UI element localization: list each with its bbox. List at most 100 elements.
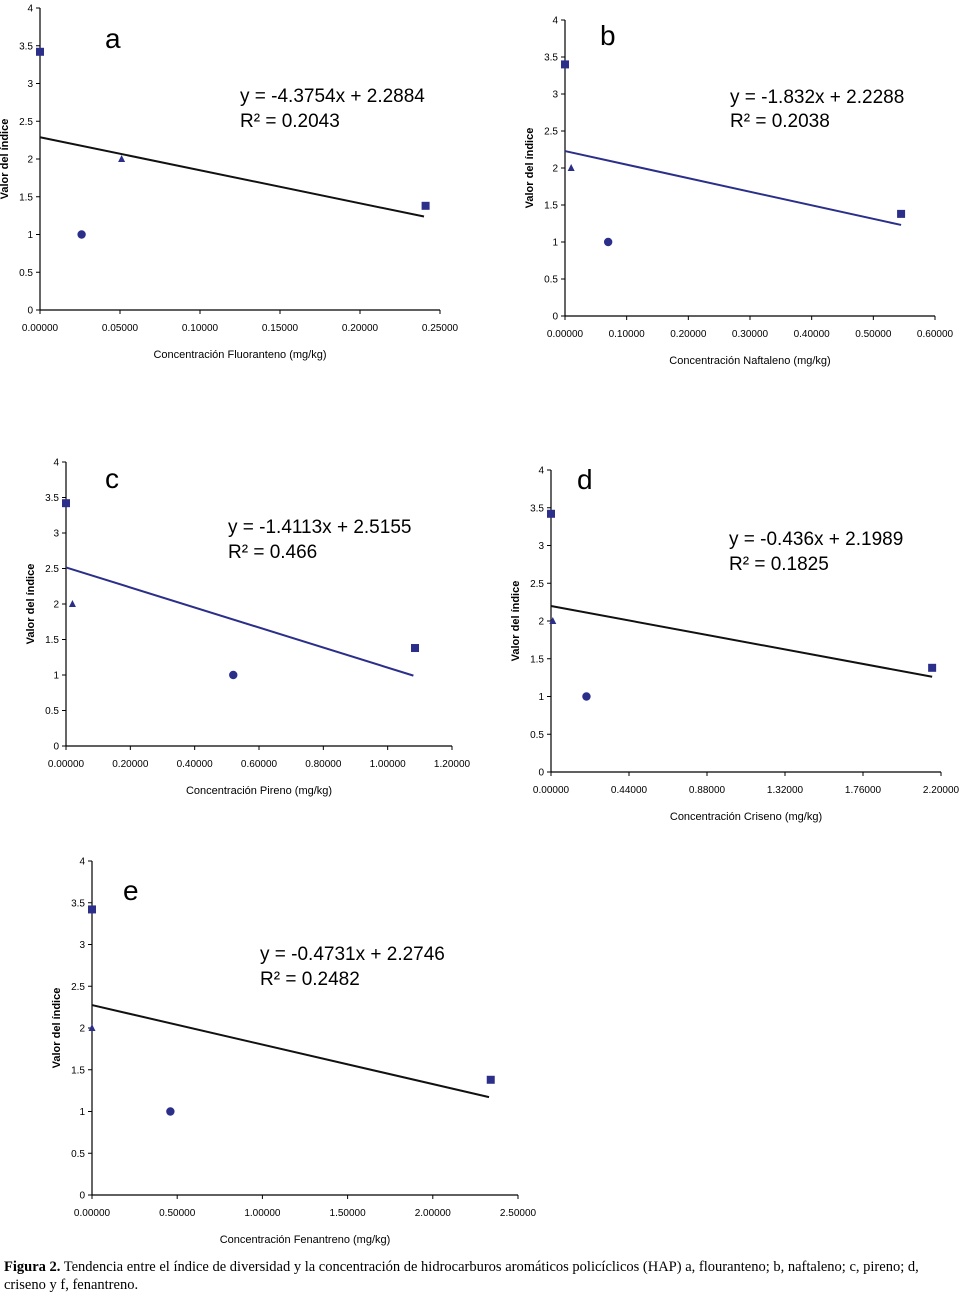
- y-tick-label: 2.5: [19, 117, 33, 128]
- x-tick-label: 2.00000: [415, 1208, 452, 1219]
- x-tick-label: 0.05000: [102, 323, 139, 334]
- y-tick-label: 3: [53, 529, 59, 540]
- y-tick-label: 0.5: [45, 706, 59, 717]
- data-point-triangle: [68, 600, 76, 607]
- data-point-square: [36, 47, 44, 56]
- data-point-circle: [229, 670, 238, 680]
- y-tick-label: 1: [79, 1107, 85, 1118]
- panel-letter: a: [105, 23, 121, 54]
- y-tick-label: 1.5: [71, 1065, 85, 1076]
- data-point-circle: [166, 1107, 175, 1116]
- r-squared-value: R² = 0.2043: [240, 111, 340, 132]
- trendline: [550, 604, 933, 678]
- chart-panel-d: 0 0.5 1 1.5 2 2.5 3 3.5 4 0.00000 0.44000 0.88000 1.…: [505, 460, 960, 823]
- y-axis-title: Valor del índice: [524, 128, 536, 209]
- chart-panel-e: 0 0.5 1 1.5 2 2.5 3 3.5 4 0.00000 0.50000 1.00000 1.…: [40, 850, 540, 1247]
- x-tick-label: 0.20000: [342, 323, 379, 334]
- data-point-triangle: [118, 155, 126, 162]
- chart-a-svg: 0 0.5 1 1.5 2 2.5 3 3.5 4 0.00000 0.05000 0.10000 0.…: [0, 4, 459, 362]
- y-tick-label: 3: [79, 940, 85, 951]
- y-tick-label: 2: [79, 1024, 85, 1035]
- x-tick-label: 0.88000: [689, 785, 726, 796]
- y-tick-label: 0.5: [71, 1149, 85, 1160]
- x-tick-label: 0.44000: [611, 785, 648, 796]
- trendline: [564, 150, 902, 226]
- r-squared-value: R² = 0.1825: [729, 554, 829, 575]
- y-tick-label: 3: [538, 541, 544, 552]
- y-tick-label: 1.5: [530, 654, 544, 665]
- data-point-square: [62, 499, 70, 508]
- x-tick-label: 0.60000: [241, 759, 278, 770]
- x-tick-label: 1.00000: [370, 759, 407, 770]
- chart-d-svg: 0 0.5 1 1.5 2 2.5 3 3.5 4 0.00000 0.44000 0.88000 1.…: [510, 464, 960, 823]
- x-axis-title: Concentración Fluoranteno (mg/kg): [153, 349, 326, 361]
- data-point-square: [411, 644, 420, 653]
- y-tick-label: 1.5: [544, 201, 558, 212]
- y-tick-label: 1.5: [45, 635, 59, 646]
- regression-equation: y = -4.3754x + 2.2884: [240, 86, 425, 107]
- y-tick-label: 2: [552, 164, 558, 175]
- r-squared-value: R² = 0.466: [228, 542, 317, 563]
- y-tick-label: 0: [79, 1191, 85, 1202]
- regression-equation: y = -1.4113x + 2.5155: [228, 517, 411, 538]
- data-point-triangle: [88, 1024, 96, 1031]
- x-tick-label: 0.00000: [533, 785, 570, 796]
- data-point-square: [897, 209, 906, 218]
- figure-caption: Figura 2. Tendencia entre el índice de d…: [4, 1258, 944, 1294]
- x-tick-label: 0.20000: [670, 329, 707, 340]
- y-tick-label: 0.5: [530, 730, 544, 741]
- x-tick-label: 0.25000: [422, 323, 459, 334]
- y-axis-title: Valor del índice: [25, 564, 37, 645]
- panel-letter: b: [600, 20, 616, 51]
- caption-label: Figura 2.: [4, 1259, 61, 1275]
- data-point-square: [928, 663, 937, 672]
- regression-equation: y = -0.4731x + 2.2746: [260, 944, 445, 965]
- chart-panel-c: 0 0.5 1 1.5 2 2.5 3 3.5 4 0.00000 0.20000 0.40000 0.…: [20, 450, 480, 810]
- x-tick-label: 0.40000: [794, 329, 831, 340]
- y-tick-label: 1: [538, 692, 544, 703]
- x-tick-label: 0.00000: [547, 329, 584, 340]
- x-tick-label: 1.32000: [767, 785, 804, 796]
- x-tick-label: 0.40000: [177, 759, 214, 770]
- y-tick-label: 0: [27, 306, 33, 317]
- y-tick-label: 4: [538, 466, 544, 477]
- data-point-square: [486, 1075, 495, 1084]
- r-squared-value: R² = 0.2482: [260, 969, 360, 990]
- y-tick-label: 4: [79, 857, 85, 868]
- x-tick-label: 1.76000: [845, 785, 882, 796]
- chart-c-svg: 0 0.5 1 1.5 2 2.5 3 3.5 4 0.00000 0.20000 0.40000 0.…: [25, 458, 471, 798]
- trendline: [65, 566, 414, 677]
- chart-panel-b: 0 0.5 1 1.5 2 2.5 3 3.5 4 0.00000 0.10000 0.20000 0.…: [520, 0, 960, 380]
- x-axis-title: Concentración Fenantreno (mg/kg): [220, 1234, 391, 1246]
- y-tick-label: 3.5: [45, 493, 59, 504]
- x-tick-label: 0.50000: [855, 329, 892, 340]
- trendline: [39, 136, 425, 218]
- y-tick-label: 4: [552, 16, 558, 27]
- x-axis-title: Concentración Naftaleno (mg/kg): [669, 355, 830, 367]
- x-tick-label: 0.15000: [262, 323, 299, 334]
- y-tick-label: 0: [552, 312, 558, 323]
- data-point-square: [561, 60, 569, 69]
- trendline: [91, 1004, 490, 1099]
- y-tick-label: 2.5: [530, 579, 544, 590]
- x-tick-label: 0.00000: [48, 759, 85, 770]
- panel-letter: e: [123, 875, 139, 906]
- y-axis-title: Valor del índice: [510, 581, 522, 662]
- x-tick-label: 0.50000: [159, 1208, 196, 1219]
- y-tick-label: 0.5: [544, 275, 558, 286]
- y-tick-label: 2: [53, 600, 59, 611]
- y-tick-label: 1: [552, 238, 558, 249]
- data-point-square: [421, 201, 430, 210]
- y-tick-label: 0: [53, 742, 59, 753]
- data-point-triangle: [567, 164, 575, 171]
- y-tick-label: 3.5: [19, 41, 33, 52]
- data-point-circle: [582, 692, 591, 701]
- chart-b-svg: 0 0.5 1 1.5 2 2.5 3 3.5 4 0.00000 0.10000 0.20000 0.…: [524, 16, 954, 368]
- panel-letter: d: [577, 464, 593, 495]
- y-tick-label: 3: [552, 90, 558, 101]
- y-tick-label: 2: [27, 155, 33, 166]
- y-tick-label: 3.5: [544, 53, 558, 64]
- y-tick-label: 3.5: [530, 503, 544, 514]
- y-tick-label: 1.5: [19, 192, 33, 203]
- x-tick-label: 0.10000: [609, 329, 646, 340]
